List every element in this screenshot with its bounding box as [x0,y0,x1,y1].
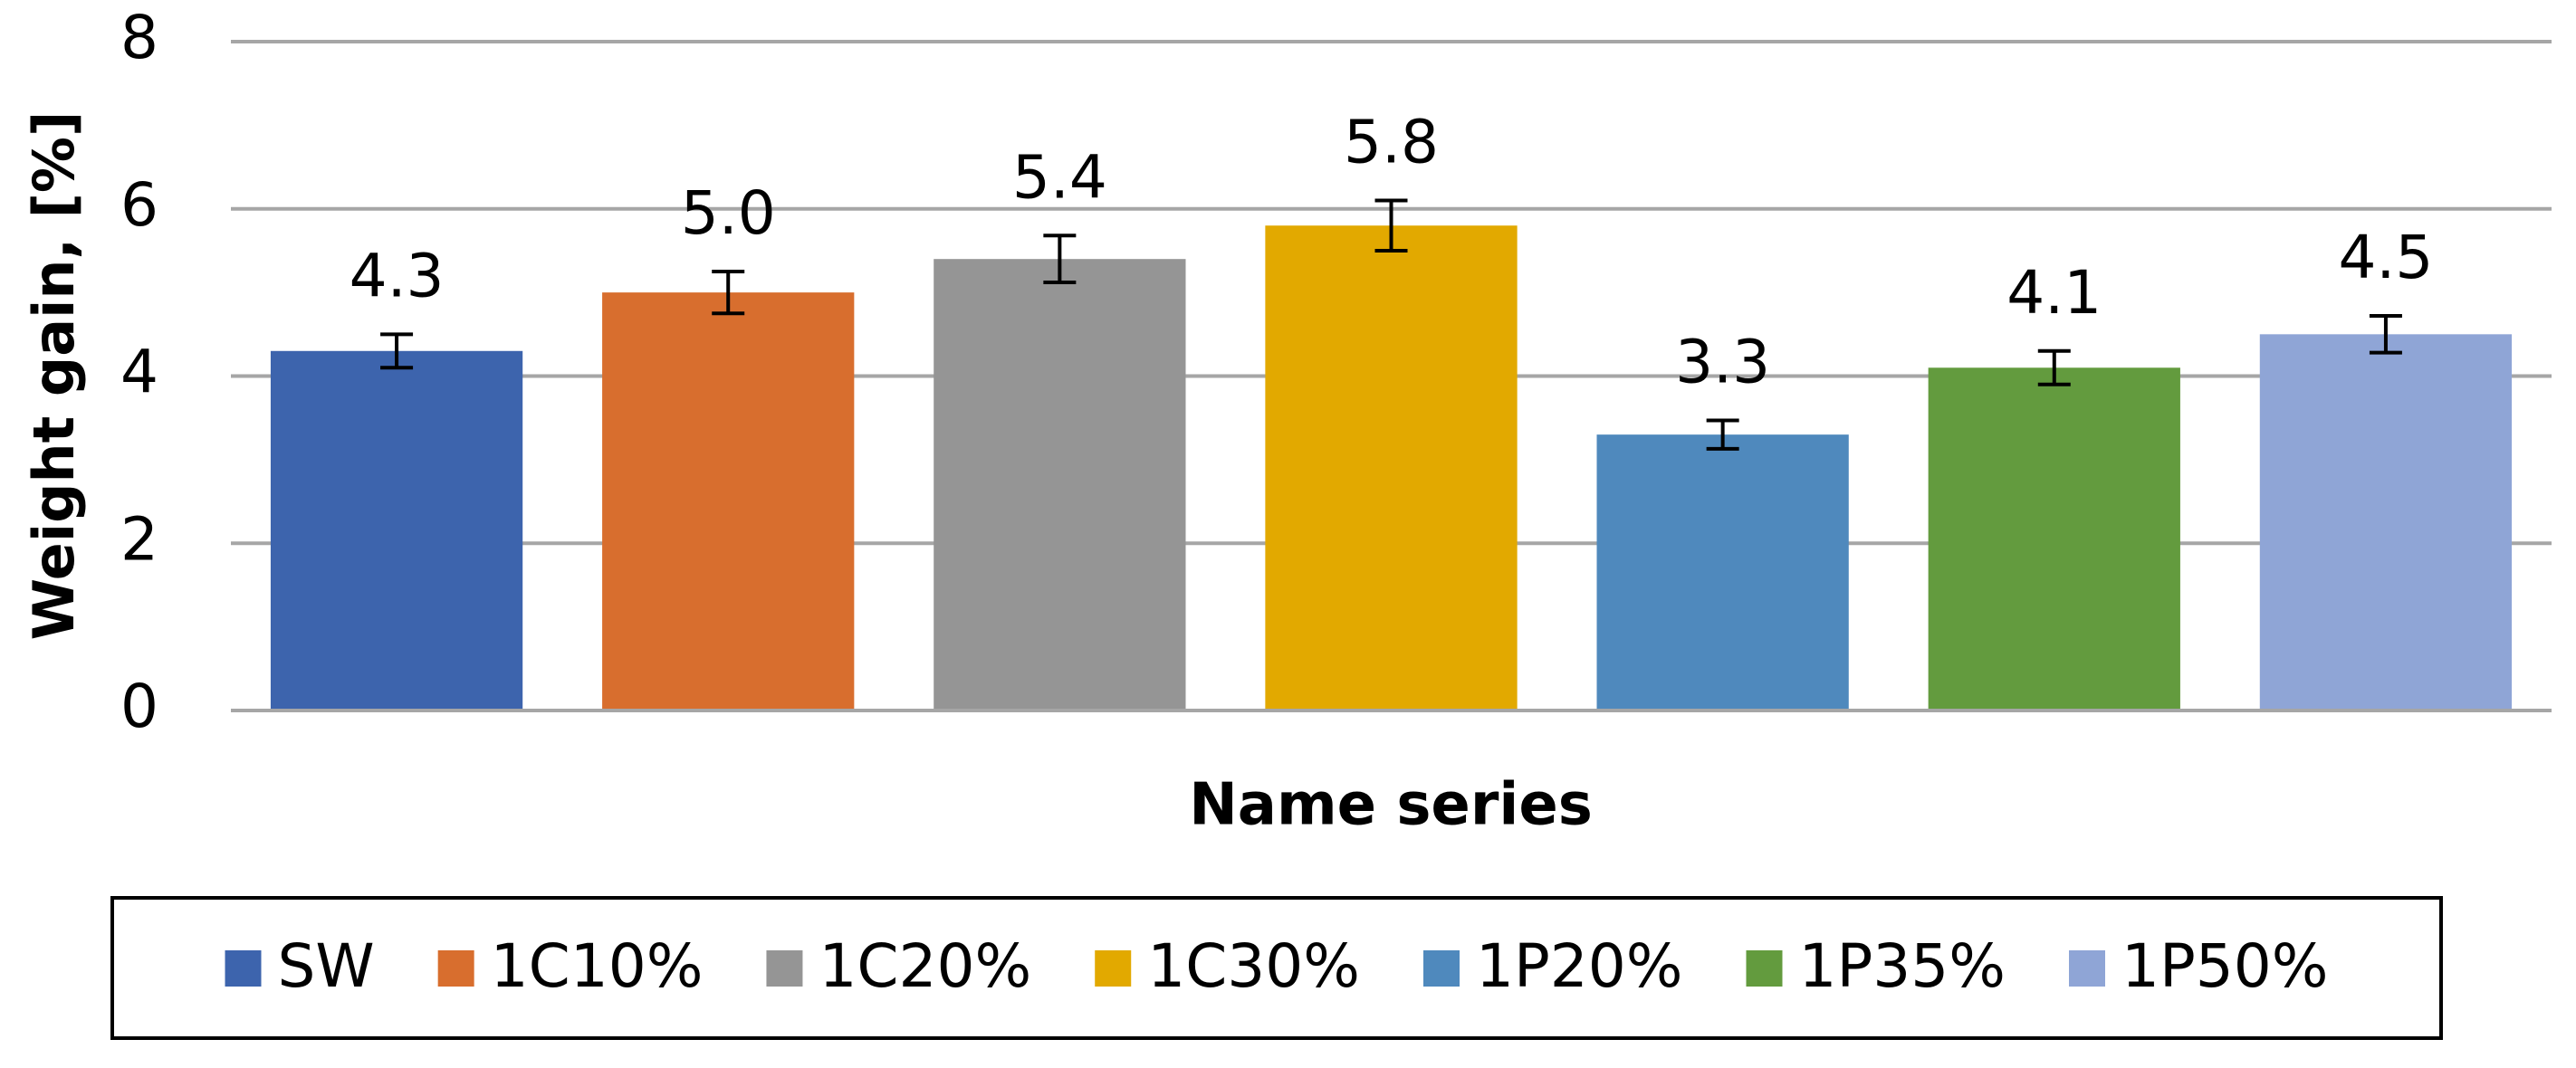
legend-label: SW [278,931,375,1001]
bar [270,350,523,710]
x-axis-title: Name series [1189,772,1593,839]
legend-label: 1C30% [1147,931,1360,1001]
legend-label: 1P50% [2121,931,2329,1001]
legend-label: 1P20% [1476,931,1683,1001]
bar [602,292,855,710]
legend-swatch [2069,950,2105,987]
bar [1928,367,2180,710]
bar [1596,434,1849,710]
data-label: 5.0 [681,178,776,248]
legend-swatch [225,950,262,987]
data-label: 5.4 [1012,142,1107,212]
legend-label: 1C10% [491,931,704,1001]
legend-swatch [766,950,803,987]
y-tick-label: 8 [120,3,158,72]
data-label: 4.5 [2338,223,2433,292]
data-label: 4.3 [350,241,445,310]
legend-swatch [1746,950,1783,987]
legend-swatch [1423,950,1460,987]
data-label: 3.3 [1675,328,1770,397]
y-tick-label: 2 [120,504,158,574]
y-tick-label: 0 [120,672,158,741]
legend-label: 1C20% [819,931,1031,1001]
legend-box [110,896,2443,1040]
data-label: 4.1 [2006,258,2102,328]
data-label: 5.8 [1344,108,1439,177]
legend-swatch [437,950,474,987]
y-axis-title: Weight gain, [%] [21,111,87,641]
legend-label: 1P35% [1799,931,2006,1001]
y-tick-label: 6 [120,170,158,240]
bar [1265,225,1518,711]
bar [934,259,1186,710]
legend-swatch [1095,950,1132,987]
y-tick-label: 4 [120,338,158,407]
bar [2259,334,2513,710]
